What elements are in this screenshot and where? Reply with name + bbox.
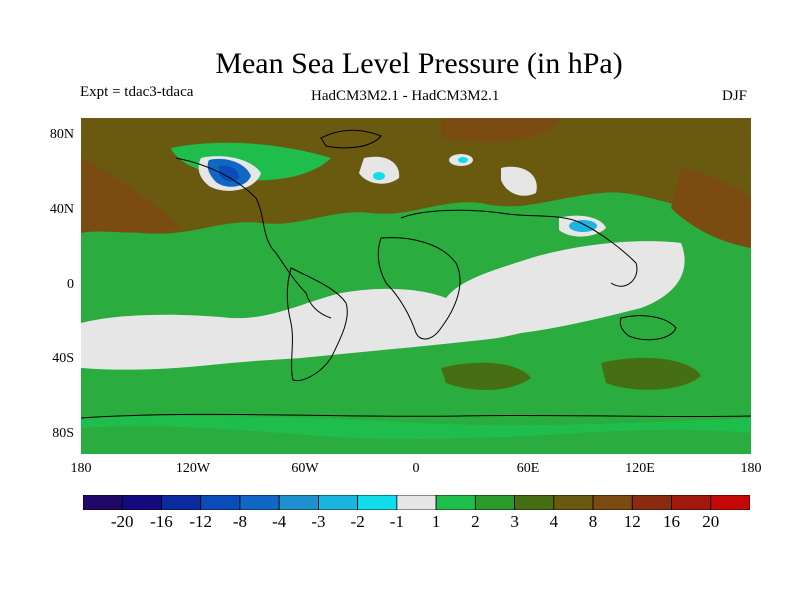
model-label: HadCM3M2.1 - HadCM3M2.1 (311, 88, 500, 104)
colorbar-label-11: 4 (549, 512, 559, 531)
colorbar-label-8: 1 (431, 512, 441, 531)
lat-label-80n: 80N (49, 127, 74, 142)
coastlines (81, 129, 751, 419)
central-asia-neutral (501, 166, 537, 196)
canada-low-core (219, 165, 239, 182)
europe-neutral-region (359, 156, 400, 184)
colorbar-label-2: -12 (189, 512, 213, 531)
colorbar-label-14: 16 (663, 512, 681, 531)
colorbar-label-7: -1 (389, 512, 404, 531)
colorbar-label-3: -8 (232, 512, 248, 531)
lat-label-40s: 40S (52, 351, 74, 366)
siberia-low-cyan (458, 157, 468, 163)
colorbar-label-13: 12 (623, 512, 641, 531)
lon-label-0: 0 (412, 461, 420, 476)
colorbar-label-1: -16 (150, 512, 173, 531)
colorbar-swatch-12 (553, 495, 594, 510)
colorbar (83, 495, 750, 510)
lon-label-180-east: 180 (740, 461, 762, 476)
lat-label-0: 0 (67, 277, 74, 292)
colorbar-swatch-1 (121, 495, 162, 510)
lon-label-120w: 120W (175, 461, 211, 476)
colorbar-swatch-16 (710, 495, 750, 510)
colorbar-label-15: 20 (702, 512, 720, 531)
season-label: DJF (722, 88, 748, 104)
lon-label-60w: 60W (291, 461, 319, 476)
colorbar-label-9: 2 (471, 512, 480, 531)
southern-ocean-band (81, 316, 751, 423)
colorbar-swatch-0 (83, 495, 123, 510)
colorbar-swatch-14 (631, 495, 672, 510)
map-canvas (81, 118, 751, 454)
colorbar-label-0: -20 (110, 512, 134, 531)
colorbar-swatch-11 (514, 495, 555, 510)
east-asia-brown (671, 168, 751, 248)
siberia-brown (441, 118, 561, 142)
experiment-label: Expt = tdac3-tdaca (80, 84, 194, 100)
lat-label-40n: 40N (49, 202, 74, 217)
colorbar-label-6: -2 (350, 512, 365, 531)
lat-label-80s: 80S (52, 426, 74, 441)
colorbar-swatch-4 (239, 495, 280, 510)
south-indian-dark (441, 362, 531, 390)
colorbar-label-4: -4 (272, 512, 287, 531)
colorbar-label-10: 3 (510, 512, 519, 531)
colorbar-swatch-5 (278, 495, 319, 510)
map-title: Mean Sea Level Pressure (in hPa) (215, 47, 623, 80)
lon-label-60e: 60E (516, 461, 540, 476)
colorbar-label-12: 8 (588, 512, 598, 531)
pressure-map (81, 118, 751, 454)
europe-low-cyan (373, 172, 385, 180)
colorbar-swatch-10 (474, 495, 515, 510)
antarctic-inner-band (81, 426, 751, 454)
colorbar-swatch-3 (200, 495, 241, 510)
colorbar-swatch-8 (396, 495, 437, 510)
colorbar-swatch-6 (318, 495, 359, 510)
colorbar-swatch-2 (161, 495, 202, 510)
colorbar-swatch-13 (592, 495, 633, 510)
south-neutral-region (81, 241, 685, 371)
colorbar-swatch-15 (671, 495, 712, 510)
south-pacific-dark (601, 357, 701, 390)
lon-label-120e: 120E (625, 461, 655, 476)
lon-label-180-west: 180 (70, 461, 92, 476)
colorbar-label-5: -3 (311, 512, 326, 531)
tibet-low-blue (569, 220, 597, 232)
colorbar-swatch-9 (435, 495, 476, 510)
north-pacific-brown (81, 158, 181, 233)
colorbar-swatch-7 (357, 495, 398, 510)
